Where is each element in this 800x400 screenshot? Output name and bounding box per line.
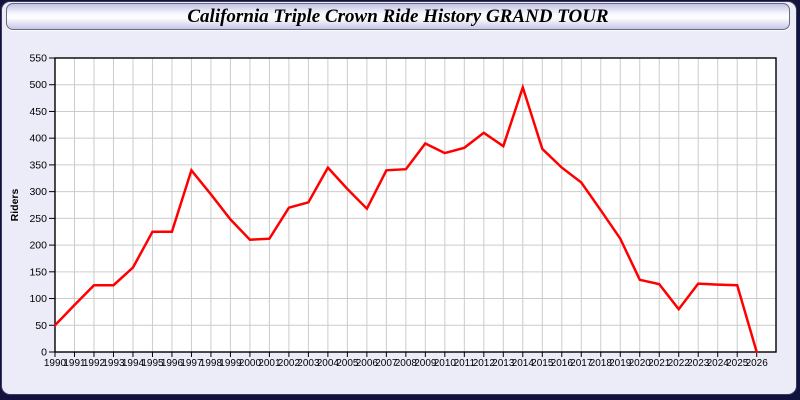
chart-title: California Triple Crown Ride History GRA… bbox=[187, 6, 609, 27]
svg-text:2002: 2002 bbox=[278, 358, 301, 369]
riders-series-line bbox=[53, 83, 758, 354]
svg-text:450: 450 bbox=[29, 106, 47, 118]
svg-text:2012: 2012 bbox=[473, 358, 496, 369]
svg-text:2000: 2000 bbox=[239, 358, 262, 369]
svg-text:2008: 2008 bbox=[395, 358, 418, 369]
plot-border bbox=[54, 57, 777, 353]
svg-text:2007: 2007 bbox=[375, 358, 398, 369]
svg-text:2001: 2001 bbox=[258, 358, 281, 369]
svg-text:400: 400 bbox=[29, 133, 47, 145]
svg-text:100: 100 bbox=[29, 293, 47, 305]
svg-text:1993: 1993 bbox=[102, 358, 125, 369]
svg-text:2009: 2009 bbox=[414, 358, 437, 369]
svg-text:1992: 1992 bbox=[83, 358, 106, 369]
svg-text:2021: 2021 bbox=[648, 358, 671, 369]
x-tick-labels: 1990199119921993199419951996199719981999… bbox=[44, 358, 768, 369]
svg-text:350: 350 bbox=[29, 159, 47, 171]
y-tick-labels: 0 50 100 150 200 250 300 350 400 450 500 550 bbox=[29, 53, 47, 359]
svg-text:150: 150 bbox=[29, 266, 47, 278]
svg-text:2019: 2019 bbox=[609, 358, 632, 369]
svg-text:2016: 2016 bbox=[551, 358, 574, 369]
grid-lines bbox=[55, 58, 776, 352]
svg-text:2018: 2018 bbox=[590, 358, 613, 369]
svg-text:300: 300 bbox=[29, 186, 47, 198]
svg-text:2017: 2017 bbox=[570, 358, 593, 369]
svg-text:2006: 2006 bbox=[356, 358, 379, 369]
svg-text:2025: 2025 bbox=[726, 358, 749, 369]
svg-text:1998: 1998 bbox=[200, 358, 223, 369]
svg-text:2014: 2014 bbox=[512, 358, 535, 369]
svg-text:2026: 2026 bbox=[746, 358, 769, 369]
svg-text:2005: 2005 bbox=[336, 358, 359, 369]
plot-area bbox=[55, 58, 776, 352]
svg-text:2020: 2020 bbox=[629, 358, 652, 369]
svg-text:2015: 2015 bbox=[531, 358, 554, 369]
svg-text:2022: 2022 bbox=[668, 358, 691, 369]
svg-text:1994: 1994 bbox=[122, 358, 145, 369]
svg-text:2023: 2023 bbox=[687, 358, 710, 369]
y-axis-label: Riders bbox=[9, 189, 21, 222]
svg-text:550: 550 bbox=[29, 53, 47, 65]
svg-text:250: 250 bbox=[29, 213, 47, 225]
svg-text:2004: 2004 bbox=[317, 358, 340, 369]
svg-text:500: 500 bbox=[29, 79, 47, 91]
svg-text:2010: 2010 bbox=[434, 358, 457, 369]
svg-text:2013: 2013 bbox=[492, 358, 515, 369]
axis-ticks bbox=[49, 57, 758, 357]
svg-text:200: 200 bbox=[29, 240, 47, 252]
svg-text:0: 0 bbox=[41, 347, 47, 359]
svg-text:1991: 1991 bbox=[63, 358, 86, 369]
svg-text:1990: 1990 bbox=[44, 358, 67, 369]
svg-text:2011: 2011 bbox=[454, 358, 476, 369]
svg-text:1996: 1996 bbox=[161, 358, 184, 369]
svg-text:1997: 1997 bbox=[180, 358, 203, 369]
svg-text:2024: 2024 bbox=[707, 358, 730, 369]
title-bar: California Triple Crown Ride History GRA… bbox=[6, 3, 790, 30]
svg-text:1995: 1995 bbox=[141, 358, 164, 369]
svg-text:50: 50 bbox=[35, 320, 47, 332]
svg-text:1999: 1999 bbox=[219, 358, 242, 369]
svg-text:2003: 2003 bbox=[297, 358, 320, 369]
